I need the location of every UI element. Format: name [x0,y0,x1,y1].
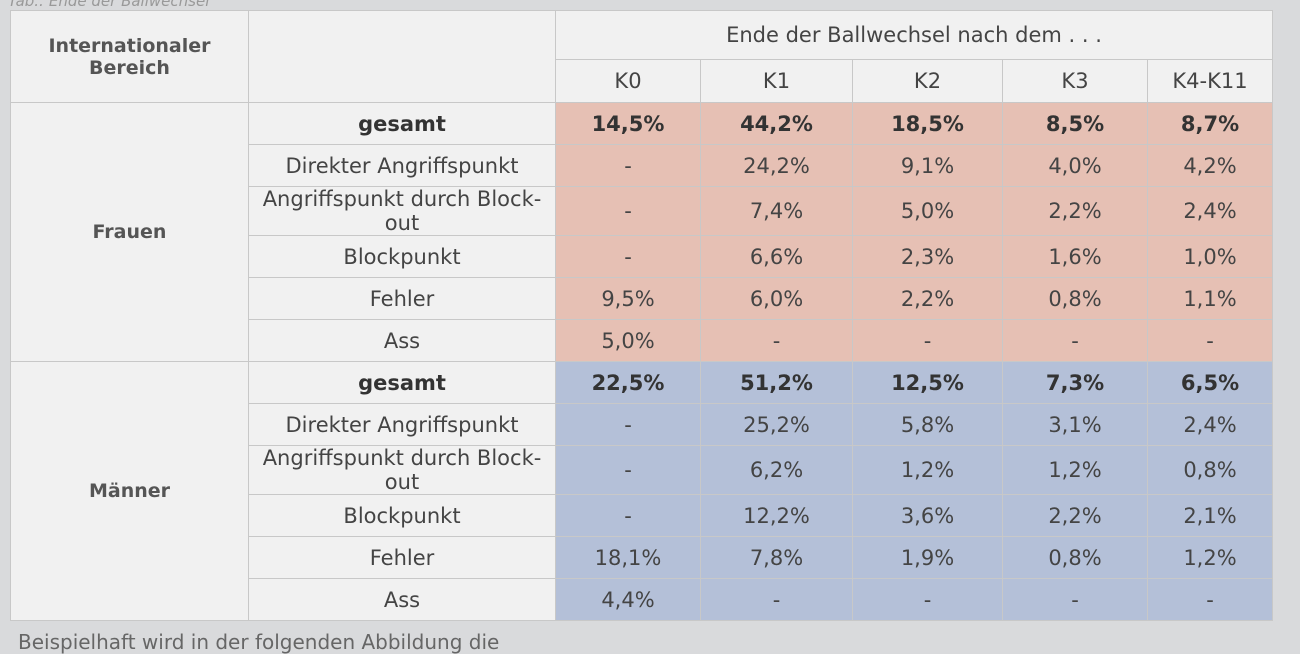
row-label: Ass [248,578,556,621]
value-cell: 8,7% [1147,102,1273,145]
row-label: gesamt [248,361,556,404]
row: Direkter Angriffspunkt -24,2% 9,1% 4,0% 4,2% [11,144,1273,187]
value-cell: - [852,319,1003,362]
value-cell: - [1002,319,1148,362]
value-cell: 1,9% [852,536,1003,579]
row-label: Fehler [248,536,556,579]
value-cell: 9,5% [555,277,701,320]
row: Fehler 18,1% 7,8% 1,9% 0,8% 1,2% [11,536,1273,579]
value-cell: - [555,186,701,236]
value-cell: 1,1% [1147,277,1273,320]
value-cell: 7,4% [700,186,853,236]
value-cell: 18,5% [852,102,1003,145]
column-header: K2 [852,59,1003,103]
column-header: K3 [1002,59,1148,103]
value-cell: 12,2% [700,494,853,537]
value-cell: 25,2% [700,403,853,446]
row: Blockpunkt -12,2% 3,6% 2,2% 2,1% [11,494,1273,537]
value-cell: 2,1% [1147,494,1273,537]
row-label: Blockpunkt [248,235,556,278]
value-cell: - [555,235,701,278]
row-label: Blockpunkt [248,494,556,537]
row: Männer gesamt 22,5% 51,2% 12,5% 7,3% 6,5% [10,361,1273,621]
value-cell: 14,5% [555,102,701,145]
value-cell: 0,8% [1002,536,1148,579]
column-header: K0 [555,59,701,103]
row-label: Direkter Angriffspunkt [248,144,556,187]
value-cell: 2,2% [1002,494,1148,537]
value-cell: 1,2% [1002,445,1148,495]
value-cell: 4,4% [555,578,701,621]
value-cell: 18,1% [555,536,701,579]
value-cell: 12,5% [852,361,1003,404]
row: Blockpunkt -6,6% 2,3% 1,6% 1,0% [11,235,1273,278]
value-cell: 44,2% [700,102,853,145]
value-cell: 2,2% [1002,186,1148,236]
row: Angriffspunkt durch Block-out -7,4% 5,0% 2,… [11,186,1273,236]
value-cell: - [555,445,701,495]
row: Fehler 9,5% 6,0% 2,2% 0,8% 1,1% [11,277,1273,320]
value-cell: 5,0% [555,319,701,362]
value-cell: 5,8% [852,403,1003,446]
row: Direkter Angriffspunkt -25,2% 5,8% 3,1% 2,4% [11,403,1273,446]
group-label: Männer [10,361,249,621]
value-cell: 2,3% [852,235,1003,278]
row-label: Angriffspunkt durch Block-out [248,445,556,495]
value-cell: 51,2% [700,361,853,404]
value-cell: 5,0% [852,186,1003,236]
value-cell: 6,5% [1147,361,1273,404]
value-cell: - [852,578,1003,621]
value-cell: - [1147,319,1273,362]
column-header: K4-K11 [1147,59,1273,103]
value-cell: 3,6% [852,494,1003,537]
row: Ass 4,4% - - - - [11,578,1273,621]
value-cell: - [555,144,701,187]
value-cell: 0,8% [1147,445,1273,495]
value-cell: 4,2% [1147,144,1273,187]
value-cell: 7,8% [700,536,853,579]
row: Angriffspunkt durch Block-out -6,2% 1,2% 1,… [11,445,1273,495]
value-cell: - [555,494,701,537]
value-cell: 9,1% [852,144,1003,187]
row-label: Ass [248,319,556,362]
group-header: Ende der Ballwechsel nach dem . . . [555,10,1273,60]
value-cell: 8,5% [1002,102,1148,145]
group-label: Frauen [10,102,249,362]
value-cell: - [1002,578,1148,621]
value-cell: 7,3% [1002,361,1148,404]
value-cell: 0,8% [1002,277,1148,320]
value-cell: 1,6% [1002,235,1148,278]
row-label: Direkter Angriffspunkt [248,403,556,446]
value-cell: 6,0% [700,277,853,320]
value-cell: 4,0% [1002,144,1148,187]
value-cell: - [700,578,853,621]
value-cell: 2,4% [1147,186,1273,236]
row-label: Angriffspunkt durch Block-out [248,186,556,236]
row-label: Fehler [248,277,556,320]
value-cell: 3,1% [1002,403,1148,446]
value-cell: 22,5% [555,361,701,404]
row: Frauen gesamt 14,5% 44,2% 18,5% 8,5% 8,7% [10,102,1273,362]
empty-header [248,10,556,103]
value-cell: 6,6% [700,235,853,278]
header-row: Internationaler Bereich Ende der Ballwec… [10,10,1273,103]
table: Internationaler Bereich Ende der Ballwec… [10,10,1273,621]
value-cell: 1,2% [852,445,1003,495]
value-cell: 1,2% [1147,536,1273,579]
value-cell: 24,2% [700,144,853,187]
value-cell: 6,2% [700,445,853,495]
caption: Tab.: Ende der Ballwechsel [8,0,210,10]
row-label: gesamt [248,102,556,145]
value-cell: - [1147,578,1273,621]
row: Ass 5,0% - - - - [11,319,1273,362]
value-cell: 2,2% [852,277,1003,320]
value-cell: 2,4% [1147,403,1273,446]
column-header: K1 [700,59,853,103]
value-cell: 1,0% [1147,235,1273,278]
value-cell: - [700,319,853,362]
corner-header: Internationaler Bereich [10,10,249,103]
footer-text: Beispielhaft wird in der folgenden Abbil… [18,630,500,654]
value-cell: - [555,403,701,446]
